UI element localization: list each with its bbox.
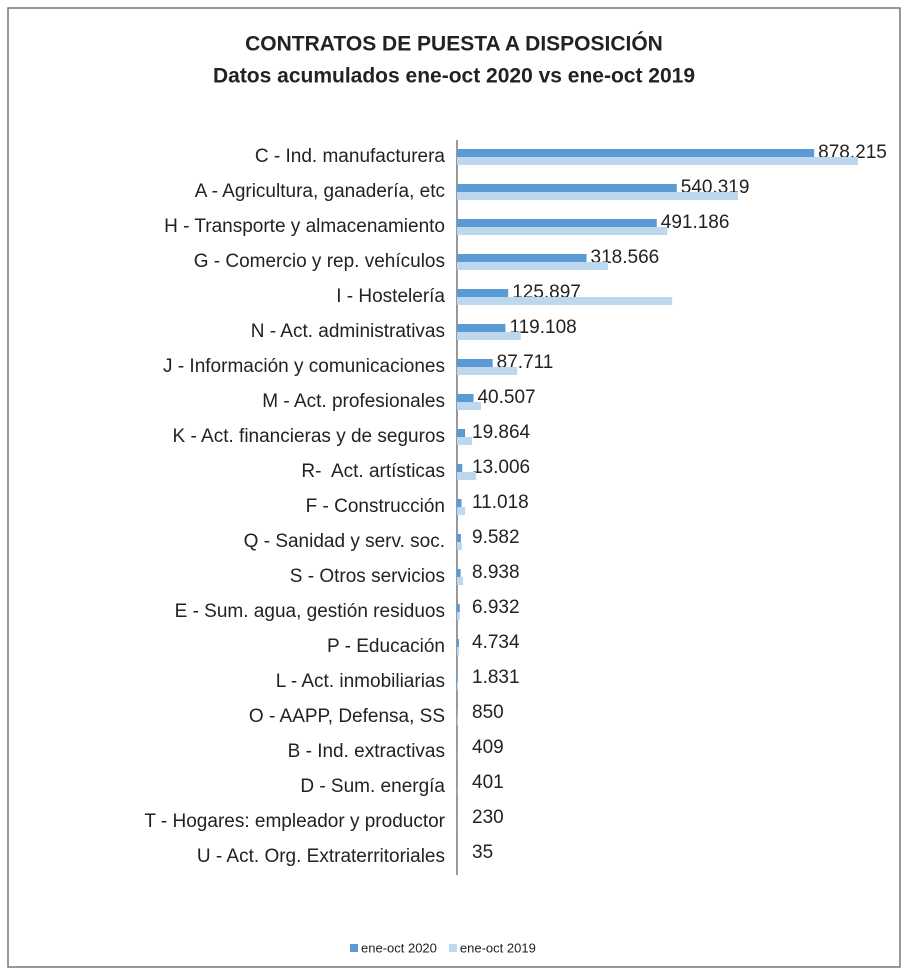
category-label: E - Sum. agua, gestión residuos	[175, 601, 445, 622]
bar	[457, 577, 463, 585]
legend-label: ene-oct 2019	[460, 940, 536, 955]
bar	[457, 289, 508, 297]
value-label: 1.831	[472, 667, 520, 688]
bar	[457, 402, 481, 410]
bar	[457, 542, 462, 550]
category-label: N - Act. administrativas	[251, 321, 445, 342]
value-label: 9.582	[472, 527, 520, 548]
category-label: H - Transporte y almacenamiento	[164, 216, 445, 237]
value-label: 401	[472, 772, 504, 793]
bar	[457, 472, 476, 480]
bar	[457, 157, 858, 165]
value-label: 491.186	[661, 212, 730, 233]
value-label: 19.864	[472, 422, 531, 443]
category-label: G - Comercio y rep. vehículos	[194, 251, 445, 272]
value-label: 6.932	[472, 597, 520, 618]
bar	[457, 639, 459, 647]
chart-subtitle: Datos acumulados ene-oct 2020 vs ene-oct…	[213, 65, 695, 88]
bar	[457, 184, 677, 192]
legend-swatch	[449, 944, 457, 952]
bar	[457, 507, 465, 515]
bar	[457, 262, 608, 270]
bar	[457, 534, 461, 542]
value-label: 230	[472, 807, 504, 828]
bar	[457, 332, 521, 340]
bar	[457, 604, 460, 612]
category-label: K - Act. financieras y de seguros	[173, 426, 445, 447]
value-label: 13.006	[472, 457, 530, 478]
value-label: 409	[472, 737, 504, 758]
bar	[457, 227, 667, 235]
bar	[457, 499, 461, 507]
legend-label: ene-oct 2020	[361, 940, 437, 955]
category-label: S - Otros servicios	[290, 566, 445, 587]
bar	[457, 394, 473, 402]
category-label: C - Ind. manufacturera	[255, 146, 446, 167]
category-label: M - Act. profesionales	[262, 391, 445, 412]
category-label: Q - Sanidad y serv. soc.	[244, 531, 445, 552]
category-label: R- Act. artísticas	[301, 461, 445, 482]
bar	[457, 254, 587, 262]
legend-swatch	[350, 944, 358, 952]
category-label: B - Ind. extractivas	[288, 741, 445, 762]
category-label: F - Construcción	[306, 496, 445, 517]
category-label: A - Agricultura, ganadería, etc	[195, 181, 445, 202]
bar	[457, 367, 517, 375]
bar	[457, 429, 465, 437]
bar	[457, 647, 459, 655]
bar	[457, 612, 460, 620]
category-label: D - Sum. energía	[300, 776, 445, 797]
category-label: L - Act. inmobiliarias	[276, 671, 445, 692]
bar	[457, 149, 814, 157]
chart-title: CONTRATOS DE PUESTA A DISPOSICIÓN	[245, 32, 663, 56]
category-label: T - Hogares: empleador y productor	[144, 811, 445, 832]
category-label: O - AAPP, Defensa, SS	[249, 706, 445, 727]
bar	[457, 219, 657, 227]
bar	[457, 324, 505, 332]
category-label: I - Hostelería	[336, 286, 445, 307]
category-label: P - Educación	[327, 636, 445, 657]
value-label: 850	[472, 702, 504, 723]
bar	[457, 359, 493, 367]
value-label: 40.507	[477, 387, 535, 408]
value-label: 8.938	[472, 562, 520, 583]
bar	[457, 297, 672, 305]
value-label: 35	[472, 842, 493, 863]
bar	[457, 674, 458, 682]
bar	[457, 437, 472, 445]
bar	[457, 569, 461, 577]
value-label: 11.018	[472, 492, 529, 513]
bar	[457, 682, 458, 690]
bar	[457, 464, 462, 472]
value-label: 4.734	[472, 632, 520, 653]
category-label: J - Información y comunicaciones	[163, 356, 445, 377]
bar	[457, 192, 738, 200]
category-label: U - Act. Org. Extraterritoriales	[197, 846, 445, 867]
